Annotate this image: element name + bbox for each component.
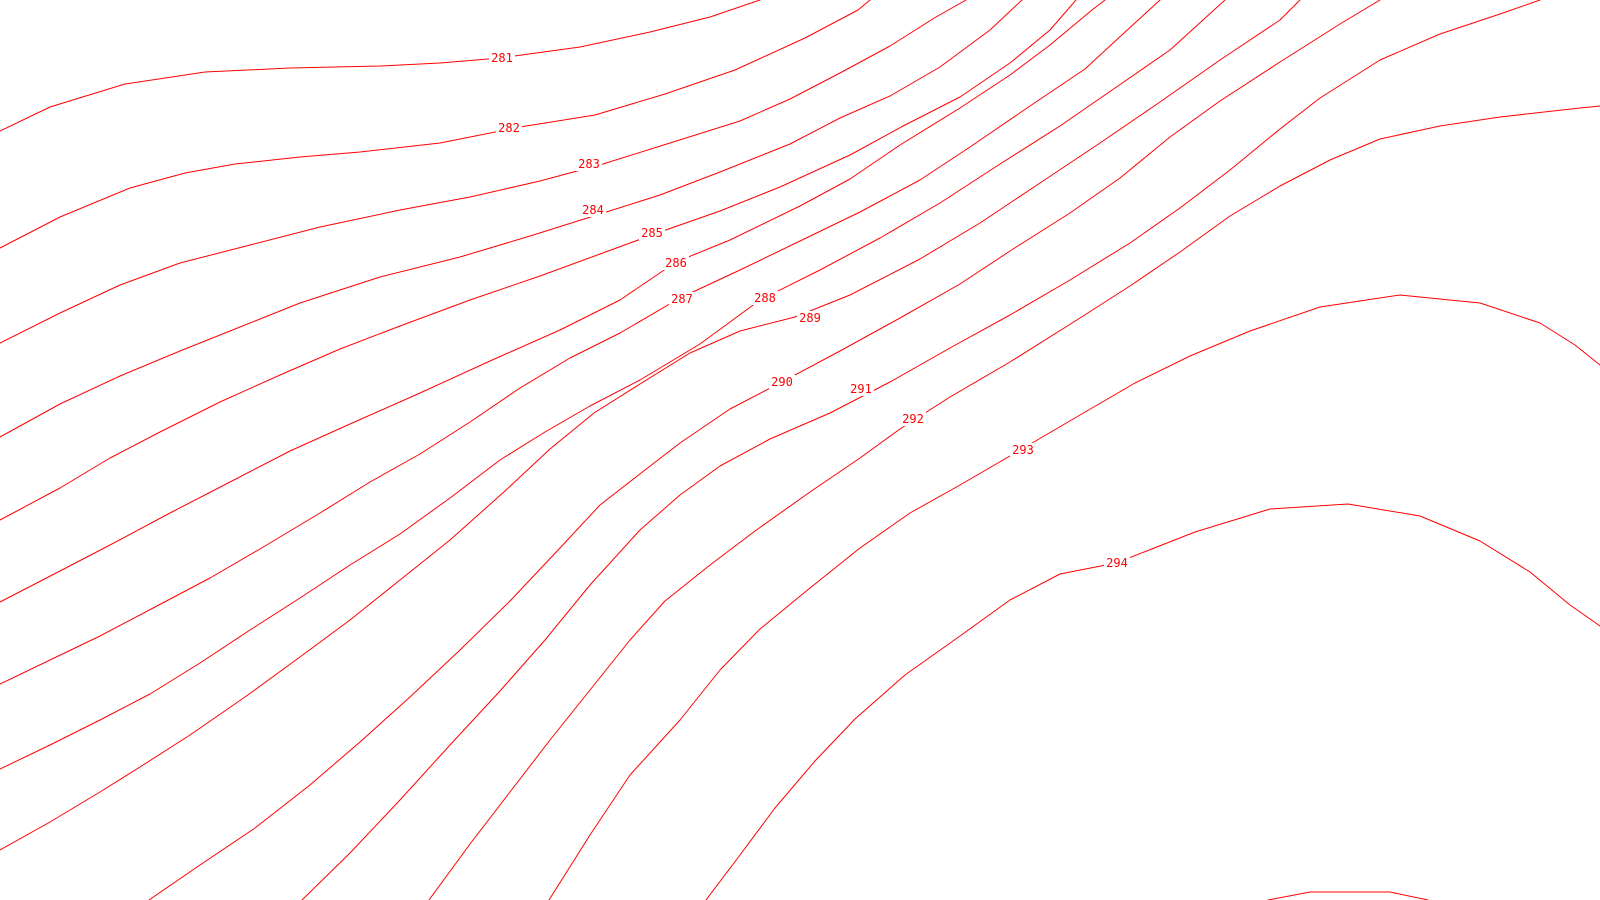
contour-label-background xyxy=(1104,556,1130,570)
contour-line xyxy=(0,0,761,132)
contour-line xyxy=(0,0,1301,851)
contour-label-background xyxy=(489,51,515,65)
contour-label: 283 xyxy=(578,157,600,171)
contour-294: 294 xyxy=(705,503,1600,900)
contour-line xyxy=(0,0,967,344)
contour-label: 288 xyxy=(754,291,776,305)
contour-286: 286 xyxy=(0,0,1106,603)
contour-label-background xyxy=(1010,443,1036,457)
contour-label-background xyxy=(848,382,874,396)
contour-label-background xyxy=(752,291,778,305)
contour-label: 292 xyxy=(902,412,924,426)
contour-label: 290 xyxy=(771,375,793,389)
contour-label-background xyxy=(576,157,602,171)
contour-label-background xyxy=(797,311,823,325)
contour-line xyxy=(0,0,1226,770)
contour-283: 283 xyxy=(0,0,967,344)
contour-line xyxy=(428,105,1600,900)
contour-281: 281 xyxy=(0,0,761,132)
contour-label: 287 xyxy=(671,292,693,306)
contour-label-background xyxy=(639,226,665,240)
contour-285: 285 xyxy=(0,0,1077,521)
contour-label: 289 xyxy=(799,311,821,325)
contour-line xyxy=(0,0,1106,603)
contour-line xyxy=(705,503,1600,900)
contour-label: 293 xyxy=(1012,443,1034,457)
contour-label-background xyxy=(580,203,606,217)
contour-label: 284 xyxy=(582,203,604,217)
contour-line xyxy=(0,0,1161,685)
contour-line xyxy=(0,0,871,249)
contour-293: 293 xyxy=(548,294,1600,900)
contour-line xyxy=(548,294,1600,900)
contour-284: 284 xyxy=(0,0,1023,438)
contour-label-background xyxy=(900,412,926,426)
contour-label-background xyxy=(663,256,689,270)
contour-line xyxy=(301,0,1541,900)
contour-label: 285 xyxy=(641,226,663,240)
contour-line xyxy=(1267,891,1429,900)
contour-line xyxy=(148,0,1381,900)
contour-label: 286 xyxy=(665,256,687,270)
contour-287: 287 xyxy=(0,0,1161,685)
contour-label-background xyxy=(496,121,522,135)
contour-289: 289 xyxy=(0,0,1301,851)
contour-290: 290 xyxy=(148,0,1381,900)
contour-label-background xyxy=(769,375,795,389)
contour-288: 288 xyxy=(0,0,1226,770)
contour-c294b xyxy=(1267,891,1429,900)
contour-line xyxy=(0,0,1077,521)
contour-label: 291 xyxy=(850,382,872,396)
contour-292: 292 xyxy=(428,105,1600,900)
contour-291: 291 xyxy=(301,0,1541,900)
contour-282: 282 xyxy=(0,0,871,249)
contour-label-background xyxy=(669,292,695,306)
contour-label: 282 xyxy=(498,121,520,135)
contour-label: 281 xyxy=(491,51,513,65)
contour-line xyxy=(0,0,1023,438)
contour-label: 294 xyxy=(1106,556,1128,570)
